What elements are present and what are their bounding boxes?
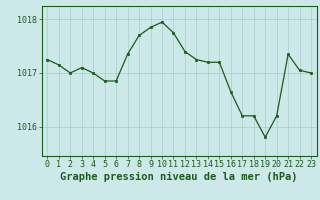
X-axis label: Graphe pression niveau de la mer (hPa): Graphe pression niveau de la mer (hPa): [60, 172, 298, 182]
